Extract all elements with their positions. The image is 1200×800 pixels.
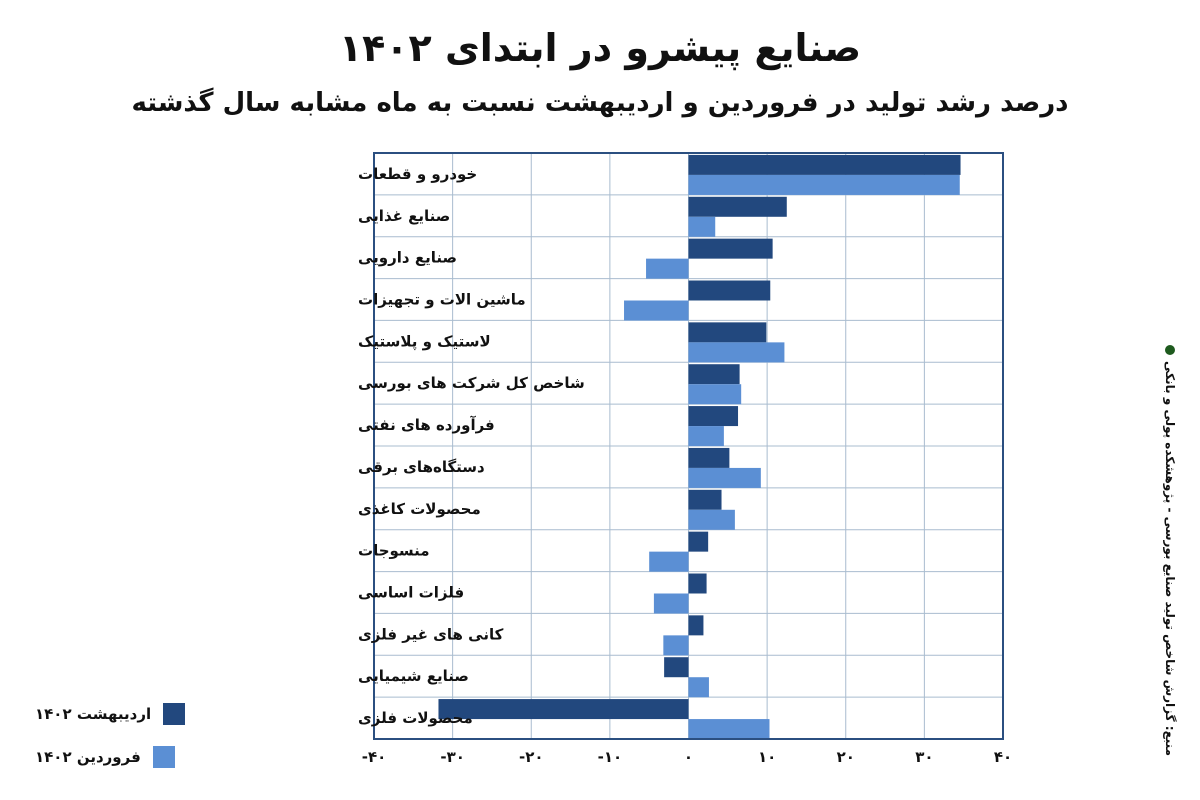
category-label: صنایع غذایی bbox=[358, 207, 450, 225]
bar-farvardin bbox=[688, 677, 709, 698]
category-label: خودرو و قطعات bbox=[358, 165, 477, 183]
x-tick-label: ۰ bbox=[684, 748, 693, 766]
bar-ordibehesht bbox=[688, 322, 767, 343]
bar-farvardin bbox=[649, 551, 689, 572]
bar-ordibehesht bbox=[688, 154, 961, 175]
category-label: صنایع دارویی bbox=[358, 249, 457, 267]
bar-farvardin bbox=[688, 467, 761, 488]
legend-item-ordibehesht: اردیبهشت ۱۴۰۲ bbox=[35, 703, 186, 725]
x-tick-label: -۱۰ bbox=[598, 748, 623, 766]
x-tick-label: ۳۰ bbox=[915, 748, 933, 766]
bar-farvardin bbox=[653, 593, 689, 614]
x-tick-label: -۳۰ bbox=[440, 748, 465, 766]
source-note: منبع: گزارش شاخص تولید صنایع بورسی - پژو… bbox=[1162, 345, 1178, 765]
bar-farvardin bbox=[688, 342, 785, 363]
chart-subtitle: درصد رشد تولید در فروردین و اردیبهشت نسب… bbox=[131, 88, 1069, 118]
bar-farvardin bbox=[688, 384, 742, 405]
bar-farvardin bbox=[688, 509, 735, 530]
bar-farvardin bbox=[688, 426, 724, 447]
category-label: ماشین الات و تجهیزات bbox=[358, 291, 526, 309]
bar-ordibehesht bbox=[688, 196, 787, 217]
bar-farvardin bbox=[688, 719, 770, 740]
x-tick-labels: -۴۰ -۳۰ -۲۰ -۱۰ ۰ ۱۰ ۲۰ ۳۰ ۴۰ bbox=[362, 748, 1012, 766]
legend-swatch-ordibehesht bbox=[163, 703, 186, 725]
category-label: دستگاه‌های برقی bbox=[358, 458, 485, 476]
category-label: صنایع شیمیایی bbox=[358, 667, 469, 685]
category-label: محصولات کاغذی bbox=[358, 500, 481, 518]
bar-ordibehesht bbox=[688, 489, 722, 510]
bar-farvardin bbox=[688, 216, 716, 237]
bar-farvardin bbox=[624, 300, 689, 321]
bar-ordibehesht bbox=[664, 657, 689, 678]
source-dot-icon bbox=[1165, 345, 1175, 355]
legend-item-farvardin: فروردین ۱۴۰۲ bbox=[35, 746, 175, 768]
bar-farvardin bbox=[646, 258, 689, 279]
bar-farvardin bbox=[688, 174, 960, 195]
x-tick-label: -۲۰ bbox=[519, 748, 544, 766]
bar-ordibehesht bbox=[688, 447, 730, 468]
bar-ordibehesht bbox=[688, 238, 773, 259]
bar-ordibehesht bbox=[688, 364, 740, 385]
legend-swatch-farvardin bbox=[152, 746, 175, 768]
category-label: فلزات اساسی bbox=[358, 584, 464, 602]
x-tick-label: -۴۰ bbox=[362, 748, 387, 766]
bar-farvardin bbox=[663, 635, 689, 656]
category-labels: خودرو و قطعات صنایع غذایی صنایع دارویی ماشی… bbox=[358, 165, 585, 727]
x-tick-label: ۱۰ bbox=[758, 748, 776, 766]
bar-ordibehesht bbox=[688, 406, 739, 427]
category-label: محصولات فلزی bbox=[358, 709, 473, 727]
category-label: شاخص کل شرکت های بورسی bbox=[358, 374, 585, 392]
bar-ordibehesht bbox=[438, 699, 689, 720]
source-text: منبع: گزارش شاخص تولید صنایع بورسی - پژو… bbox=[1163, 361, 1177, 757]
plot-frame bbox=[373, 152, 1004, 740]
bar-ordibehesht bbox=[688, 573, 707, 594]
bars bbox=[438, 154, 961, 740]
bar-ordibehesht bbox=[688, 280, 771, 301]
category-label: منسوجات bbox=[358, 542, 430, 560]
legend-label-ordibehesht: اردیبهشت ۱۴۰۲ bbox=[35, 705, 152, 723]
category-label: فرآورده های نفتی bbox=[358, 416, 495, 434]
bar-ordibehesht bbox=[688, 531, 709, 552]
chart-title: صنایع پیشرو در ابتدای ۱۴۰۲ bbox=[338, 26, 862, 70]
x-tick-label: ۴۰ bbox=[994, 748, 1012, 766]
category-label: کانی های غیر فلزی bbox=[358, 625, 504, 643]
bar-ordibehesht bbox=[688, 615, 704, 636]
legend-label-farvardin: فروردین ۱۴۰۲ bbox=[35, 748, 141, 766]
category-label: لاستیک و پلاستیک bbox=[358, 332, 491, 351]
x-tick-label: ۲۰ bbox=[837, 748, 855, 766]
